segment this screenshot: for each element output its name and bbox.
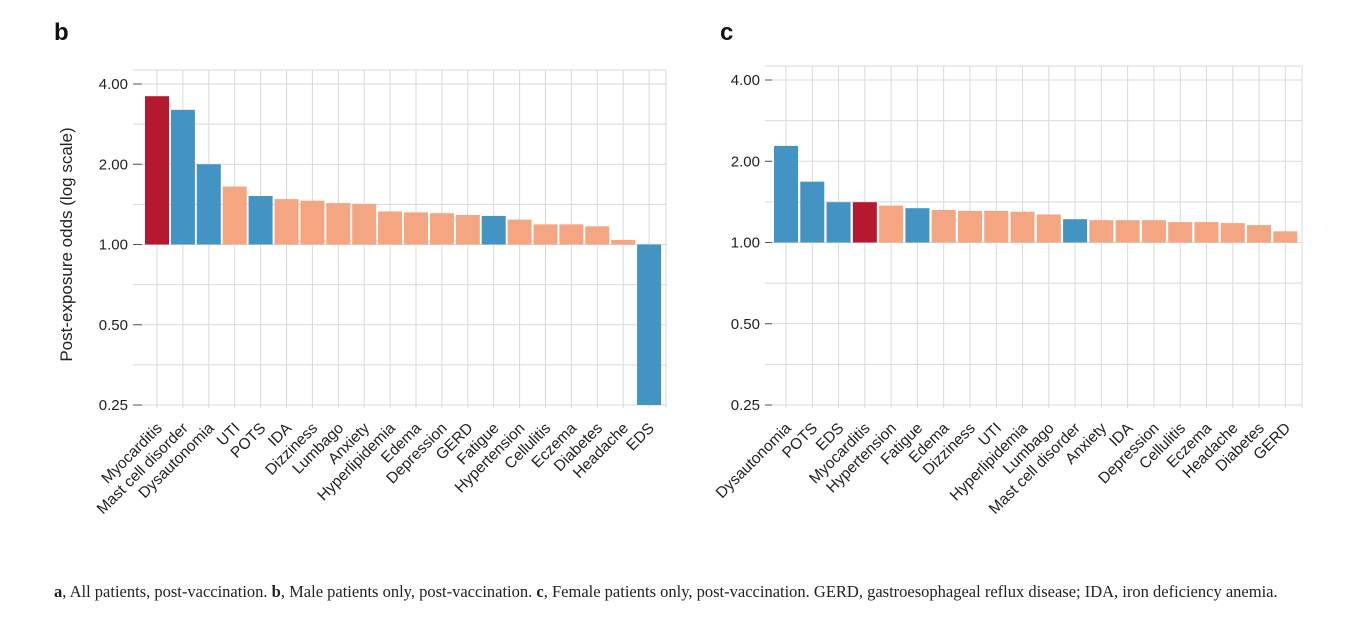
bar-lumbago [326,203,351,245]
figure: b 4.00 2.00 1.00 0.50 0.25 Post-exposure odds … [54,19,1303,518]
bar-anxiety [352,203,377,245]
bar-cellulitis [1168,222,1193,243]
bar-hypertension [879,205,904,243]
panel-letter-c: c [720,19,733,46]
y-tick-label: 4.00 [731,72,760,89]
bar-myocarditis [852,202,877,243]
bar-pots [800,181,825,243]
bar-depression [429,213,454,245]
bar-hyperlipidemia [1010,211,1035,243]
bar-fatigue [481,215,506,245]
bar-diabetes [1247,225,1272,243]
bar-dysautonomia [774,145,798,243]
y-tick-label: 0.50 [731,316,760,333]
bar-uti [984,210,1009,243]
panel-letter-b: b [54,19,69,46]
bar-hyperlipidemia [378,211,403,245]
bar-diabetes [585,226,610,245]
bar-ida [1115,220,1140,243]
bar-depression [1141,220,1166,243]
bar-ida [274,199,299,245]
bar-headache [611,239,636,245]
y-axis-title: Post-exposure odds (log scale) [57,127,76,361]
bar-mast-cell-disorder [1063,219,1088,243]
category-label: Dysautonomia [713,420,795,502]
category-label: EDS [623,420,658,455]
bar-gerd [1273,231,1298,243]
caption-text-c: , Female patients only, post-vaccination… [543,582,1278,601]
y-tick-label: 1.00 [731,235,760,252]
bar-eczema [1194,222,1219,243]
caption-letter-c: c [536,582,544,601]
caption-letter-b: b [271,582,281,601]
bar-anxiety [1089,220,1114,243]
caption-text-a: , All patients, post-vaccination. [62,582,272,601]
bar-eds [637,244,662,405]
bar-eczema [559,224,584,245]
y-tick-label: 0.25 [731,397,760,414]
caption-letter-a: a [54,582,63,601]
bar-myocarditis [145,96,169,245]
bar-edema [931,209,956,243]
bar-mast-cell-disorder [170,109,195,245]
bar-dizziness [957,210,982,243]
y-tick-label: 2.00 [99,156,128,173]
y-tick-label: 4.00 [99,76,128,93]
bar-fatigue [905,208,930,243]
y-tick-label: 1.00 [99,237,128,254]
bar-dysautonomia [196,164,221,245]
bar-lumbago [1036,214,1061,243]
figure-caption: a, All patients, post-vaccination. b, Ma… [54,576,1314,607]
chart-panel-b: b 4.00 2.00 1.00 0.50 0.25 Post-exposure odds … [54,19,667,518]
caption-text-b: , Male patients only, post-vaccination. [280,582,537,601]
y-tick-label: 2.00 [731,153,760,170]
bar-gerd [455,215,480,245]
bar-edema [404,212,428,245]
bar-hypertension [507,219,532,245]
bar-cellulitis [533,224,558,245]
bar-headache [1220,223,1245,243]
bar-pots [248,196,273,245]
y-tick-label: 0.25 [99,397,128,414]
bar-uti [222,186,247,245]
bar-dizziness [300,200,325,245]
chart-panel-c: c4.002.001.000.500.25DysautonomiaPOTSEDS… [713,19,1303,518]
y-tick-label: 0.50 [99,317,128,334]
bar-eds [826,202,851,243]
